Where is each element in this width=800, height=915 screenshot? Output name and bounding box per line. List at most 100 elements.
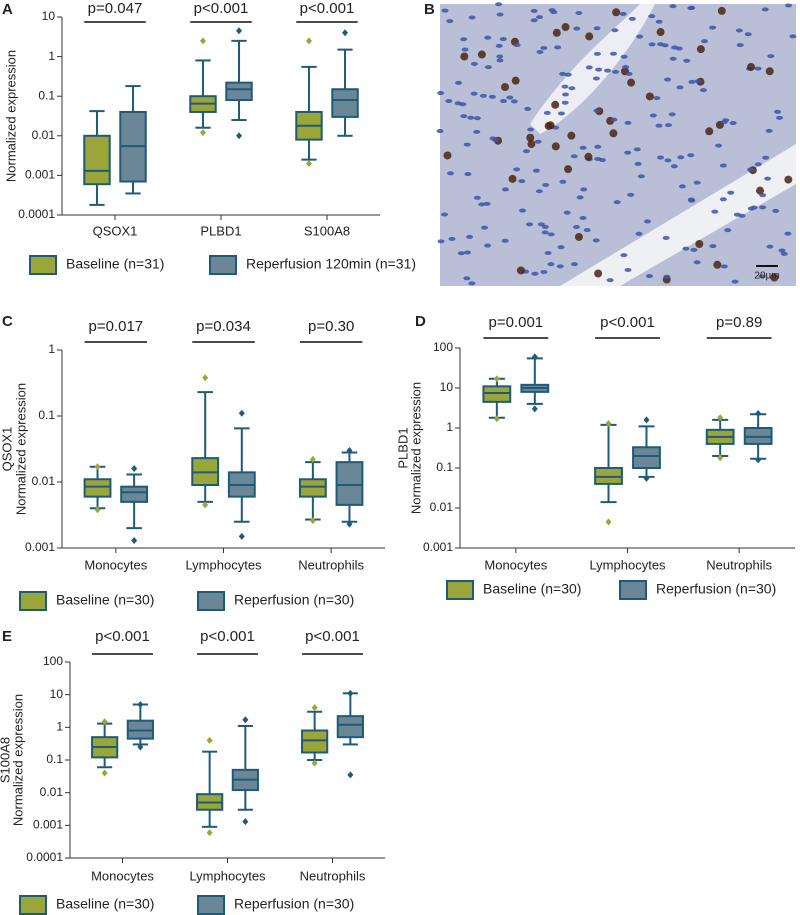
nucleus (620, 54, 628, 59)
nucleus (522, 149, 530, 154)
nucleus (634, 161, 642, 166)
nucleus (695, 240, 704, 249)
legend-label: Baseline (n=30) (56, 592, 154, 608)
nucleus (664, 158, 672, 163)
nucleus (460, 114, 468, 119)
nucleus (693, 180, 701, 185)
y-axis-title: Normalized expression (13, 383, 28, 515)
nucleus (496, 12, 504, 17)
legend-swatch (446, 580, 474, 600)
nucleus (540, 269, 548, 274)
p-value: p<0.001 (300, 0, 355, 17)
nucleus (535, 189, 543, 194)
p-value: p<0.001 (95, 628, 150, 645)
nucleus (593, 108, 601, 113)
nucleus (592, 76, 600, 81)
x-tick-label: QSOX1 (93, 223, 138, 238)
nucleus (470, 61, 478, 66)
nucleus (609, 51, 617, 56)
outlier (199, 37, 206, 45)
outlier (605, 518, 612, 526)
nucleus (463, 250, 471, 255)
nucleus (544, 250, 552, 255)
y-tick-label: 100 (43, 654, 63, 668)
nucleus (584, 152, 593, 161)
nucleus (733, 212, 741, 217)
nucleus (570, 154, 578, 159)
outlier (309, 517, 316, 525)
legend-label: Reperfusion 120min (n=31) (246, 256, 416, 272)
legend-swatch (19, 591, 47, 611)
nucleus (701, 39, 709, 44)
nucleus (637, 174, 645, 179)
nucleus (662, 235, 670, 240)
nucleus (473, 195, 481, 200)
outlier (531, 405, 538, 413)
nucleus (570, 262, 578, 267)
nucleus (532, 168, 540, 173)
nucleus (513, 167, 521, 172)
p-value: p<0.001 (200, 628, 255, 645)
nucleus (437, 91, 445, 96)
outlier (101, 718, 108, 726)
p-value: p=0.017 (89, 318, 144, 335)
nucleus (541, 230, 549, 235)
y-axis-gene: S100A8 (0, 737, 12, 783)
nucleus (628, 16, 636, 21)
nucleus (534, 139, 542, 144)
y-tick-label: 0.01 (32, 128, 56, 142)
nucleus (663, 274, 671, 279)
y-tick-label: 0.01 (32, 474, 56, 488)
nucleus (682, 246, 690, 251)
box (225, 81, 253, 102)
nucleus (747, 167, 755, 172)
nucleus (557, 245, 565, 250)
nucleus (756, 186, 765, 195)
nucleus (561, 100, 569, 105)
nucleus (499, 37, 507, 42)
nucleus (595, 67, 603, 72)
legend-swatch (197, 591, 225, 611)
nucleus (463, 142, 471, 147)
nucleus (495, 2, 503, 7)
panel-label: E (2, 628, 12, 645)
nucleus (645, 274, 653, 279)
nucleus (564, 72, 572, 77)
y-tick-label: 0.001 (33, 818, 63, 832)
nucleus (772, 208, 780, 213)
outlier (311, 704, 318, 712)
nucleus (649, 113, 657, 118)
vessel (560, 144, 796, 286)
legend-label: Baseline (n=30) (56, 896, 154, 912)
nucleus (543, 110, 551, 115)
nucleus (557, 111, 565, 116)
nucleus (585, 65, 593, 70)
nucleus (655, 123, 663, 128)
nucleus (683, 58, 691, 63)
nucleus (609, 129, 618, 138)
legend-swatch (29, 255, 57, 275)
y-tick-label: 0.1 (38, 408, 55, 422)
nucleus (460, 37, 468, 42)
nucleus (495, 43, 503, 48)
nucleus (785, 3, 793, 8)
nucleus (500, 99, 508, 104)
nucleus (593, 26, 601, 31)
outlier (643, 474, 650, 482)
nucleus (556, 264, 564, 269)
nucleus (693, 260, 701, 265)
nucleus (622, 65, 630, 70)
nucleus (579, 216, 587, 221)
nucleus (547, 232, 555, 237)
y-tick-label: 0.1 (38, 88, 55, 102)
nucleus (559, 179, 567, 184)
nucleus (766, 244, 774, 249)
nucleus (719, 197, 727, 202)
legend-swatch (209, 255, 237, 275)
nucleus (551, 100, 560, 109)
nucleus (445, 99, 453, 104)
nucleus (479, 93, 487, 98)
outlier (202, 501, 209, 509)
box (301, 729, 329, 754)
nucleus (648, 14, 656, 19)
